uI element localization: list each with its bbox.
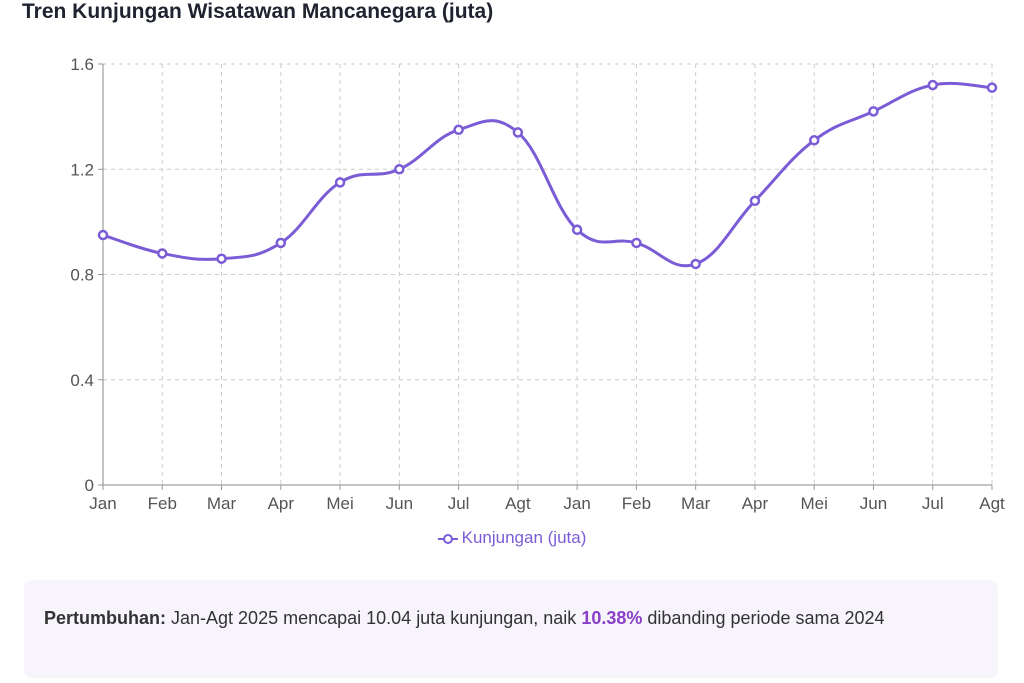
- chart-title: Tren Kunjungan Wisatawan Mancanegara (ju…: [22, 0, 494, 23]
- y-tick-label: 0.4: [70, 371, 94, 390]
- legend-marker-icon: [437, 533, 458, 544]
- legend[interactable]: Kunjungan (juta): [0, 528, 1024, 548]
- growth-note: Pertumbuhan: Jan-Agt 2025 mencapai 10.04…: [24, 580, 998, 678]
- x-tick-label: Feb: [148, 494, 177, 513]
- x-tick-label: Agt: [979, 494, 1005, 513]
- x-tick-label: Jul: [922, 494, 944, 513]
- x-tick-label: Mar: [207, 494, 237, 513]
- x-tick-label: Apr: [742, 494, 769, 513]
- y-tick-label: 0.8: [70, 266, 94, 285]
- y-tick-label: 0: [85, 476, 94, 495]
- data-point: [216, 253, 227, 264]
- series-line: [102, 81, 993, 268]
- x-tick-label: Jan: [89, 494, 116, 513]
- data-point: [986, 82, 998, 93]
- note-text-end: dibanding periode sama 2024: [642, 608, 885, 628]
- x-tick-label: Mar: [681, 494, 711, 513]
- x-tick-label: Jul: [448, 494, 470, 513]
- data-point: [808, 135, 820, 146]
- data-point: [631, 237, 642, 249]
- data-point: [868, 106, 879, 117]
- data-point: [97, 229, 109, 241]
- growth-percentage: 10.38%: [581, 608, 643, 628]
- legend-label: Kunjungan (juta): [461, 528, 587, 547]
- x-tick-label: Mei: [326, 494, 353, 513]
- data-point: [571, 224, 583, 236]
- data-point: [927, 79, 938, 91]
- data-point: [453, 124, 464, 136]
- x-tick-label: Apr: [268, 494, 295, 513]
- y-tick-label: 1.2: [70, 160, 94, 179]
- note-text: Jan-Agt 2025 mencapai 10.04 juta kunjung…: [166, 608, 582, 628]
- data-point: [749, 195, 761, 207]
- data-point: [275, 237, 287, 249]
- data-point: [512, 127, 524, 138]
- x-tick-label: Jan: [563, 494, 590, 513]
- y-tick-label: 1.6: [70, 55, 94, 74]
- x-tick-label: Mei: [800, 494, 827, 513]
- x-tick-label: Agt: [505, 494, 531, 513]
- x-tick-label: Jun: [860, 494, 887, 513]
- x-tick-label: Jun: [386, 494, 413, 513]
- data-point: [157, 248, 168, 259]
- data-point: [334, 177, 346, 188]
- line-chart: 0 0.4 0.8 1.2 1.6 Jan Feb Mar Apr Mei Jun Jul Agt Jan…: [70, 55, 1005, 513]
- note-label: Pertumbuhan:: [44, 608, 167, 628]
- x-tick-label: Feb: [622, 494, 651, 513]
- data-point: [690, 258, 701, 270]
- data-point: [394, 164, 405, 175]
